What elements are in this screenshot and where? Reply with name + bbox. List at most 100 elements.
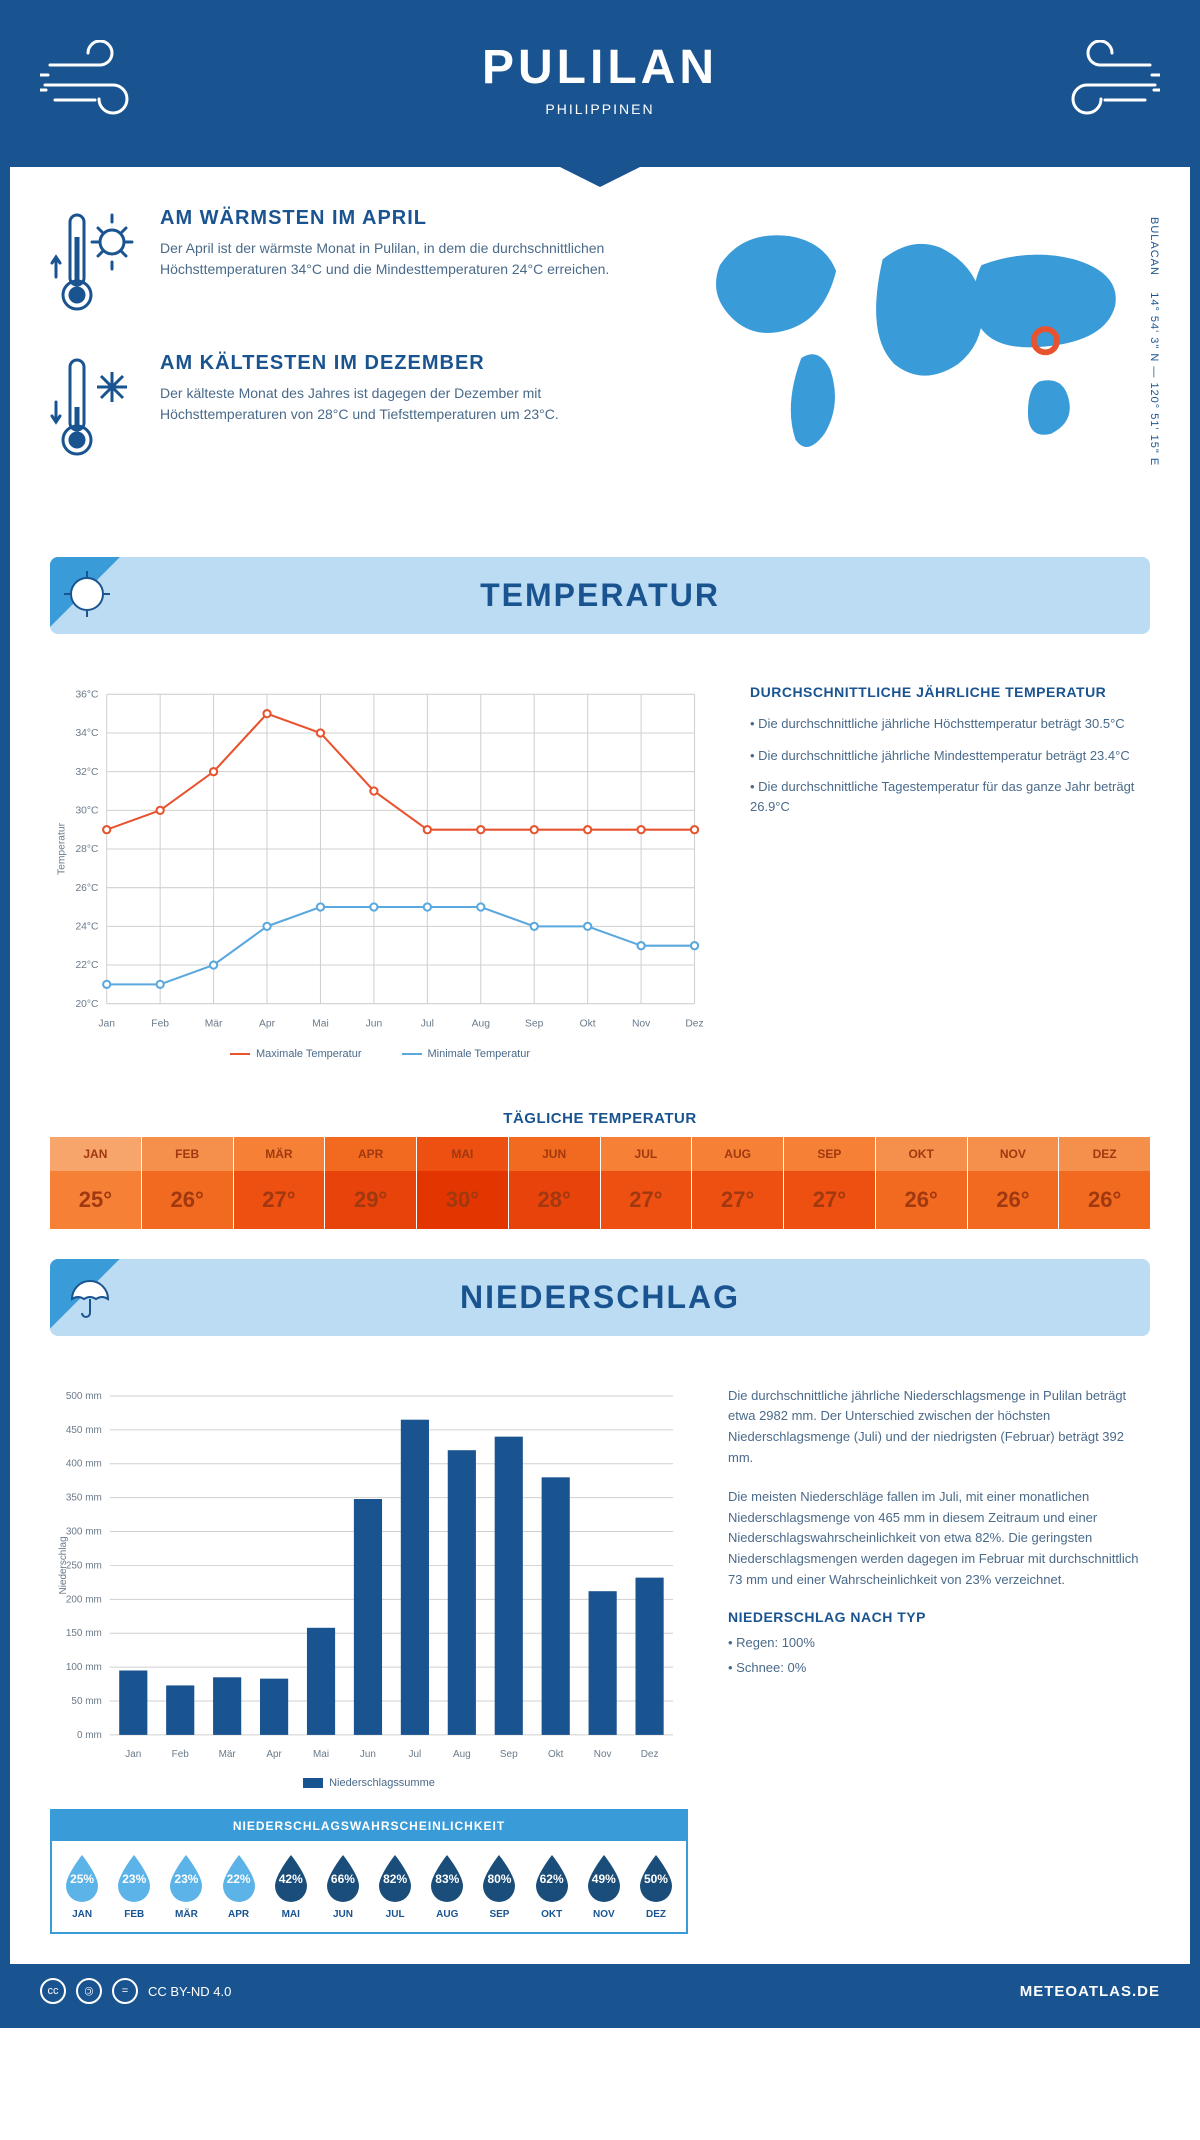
svg-text:24°C: 24°C [75, 921, 99, 932]
temp-info-title: DURCHSCHNITTLICHE JÄHRLICHE TEMPERATUR [750, 684, 1150, 700]
svg-text:Nov: Nov [632, 1018, 651, 1029]
daily-temp-col: JAN25° [50, 1137, 142, 1229]
infographic-page: PULILAN PHILIPPINEN AM WÄRMSTEN IM APRIL… [0, 0, 1200, 2028]
temperature-section-header: TEMPERATUR [50, 557, 1150, 634]
header-band: PULILAN PHILIPPINEN [10, 10, 1190, 167]
svg-text:Apr: Apr [259, 1018, 276, 1029]
daily-temp-col: DEZ26° [1059, 1137, 1150, 1229]
svg-text:0 mm: 0 mm [77, 1730, 102, 1741]
precipitation-probability-box: NIEDERSCHLAGSWAHRSCHEINLICHKEIT 25%JAN 23… [50, 1809, 688, 1934]
svg-text:400 mm: 400 mm [66, 1458, 102, 1469]
daily-temp-col: AUG27° [692, 1137, 784, 1229]
daily-temp-col: SEP27° [784, 1137, 876, 1229]
temp-bullet: • Die durchschnittliche Tagestemperatur … [750, 777, 1150, 816]
coldest-block: AM KÄLTESTEN IM DEZEMBER Der kälteste Mo… [50, 352, 655, 467]
chevron-down-icon [560, 167, 640, 187]
thermometer-sun-icon [50, 207, 140, 322]
svg-text:450 mm: 450 mm [66, 1424, 102, 1435]
footer-band: cc 🄯 = CC BY-ND 4.0 METEOATLAS.DE [10, 1964, 1190, 2018]
sun-icon [62, 569, 112, 624]
svg-text:350 mm: 350 mm [66, 1492, 102, 1503]
prob-item: 82%JUL [371, 1853, 419, 1920]
temperature-line-chart: 20°C22°C24°C26°C28°C30°C32°C34°C36°CJanF… [50, 684, 710, 1060]
svg-text:250 mm: 250 mm [66, 1560, 102, 1571]
svg-text:Temperatur: Temperatur [56, 822, 67, 875]
svg-text:Mär: Mär [205, 1018, 223, 1029]
svg-text:Okt: Okt [548, 1748, 564, 1759]
svg-text:34°C: 34°C [75, 728, 99, 739]
daily-temp-table: JAN25°FEB26°MÄR27°APR29°MAI30°JUN28°JUL2… [50, 1137, 1150, 1229]
precip-type-title: NIEDERSCHLAG NACH TYP [728, 1609, 1150, 1625]
svg-text:150 mm: 150 mm [66, 1628, 102, 1639]
svg-text:Aug: Aug [453, 1748, 471, 1759]
svg-text:Apr: Apr [266, 1748, 282, 1759]
prob-item: 83%AUG [423, 1853, 471, 1920]
umbrella-icon [62, 1271, 112, 1326]
prob-item: 22%APR [215, 1853, 263, 1920]
prob-item: 25%JAN [58, 1853, 106, 1920]
prob-item: 42%MAI [267, 1853, 315, 1920]
legend-max: Maximale Temperatur [230, 1048, 362, 1060]
temperature-title: TEMPERATUR [80, 577, 1120, 614]
svg-text:Mär: Mär [219, 1748, 237, 1759]
intro-section: AM WÄRMSTEN IM APRIL Der April ist der w… [10, 167, 1190, 537]
site-label: METEOATLAS.DE [1020, 1983, 1160, 2000]
coldest-title: AM KÄLTESTEN IM DEZEMBER [160, 352, 655, 375]
svg-text:30°C: 30°C [75, 805, 99, 816]
precipitation-section-header: NIEDERSCHLAG [50, 1259, 1150, 1336]
daily-temp-col: FEB26° [142, 1137, 234, 1229]
svg-text:Nov: Nov [594, 1748, 612, 1759]
coordinates-label: BULACAN 14° 54' 3" N — 120° 51' 15" E [1148, 217, 1160, 466]
temp-bullet: • Die durchschnittliche jährliche Mindes… [750, 746, 1150, 766]
prob-item: 23%MÄR [162, 1853, 210, 1920]
daily-temp-col: OKT26° [876, 1137, 968, 1229]
svg-text:50 mm: 50 mm [71, 1696, 101, 1707]
prob-item: 66%JUN [319, 1853, 367, 1920]
svg-text:200 mm: 200 mm [66, 1594, 102, 1605]
cc-icon: cc [40, 1978, 66, 2004]
page-subtitle: PHILIPPINEN [50, 101, 1150, 117]
prob-title: NIEDERSCHLAGSWAHRSCHEINLICHKEIT [52, 1811, 686, 1841]
svg-text:Mai: Mai [312, 1018, 329, 1029]
svg-text:Sep: Sep [500, 1748, 518, 1759]
precip-type-bullet: • Schnee: 0% [728, 1658, 1150, 1679]
svg-text:Sep: Sep [525, 1018, 544, 1029]
precipitation-title: NIEDERSCHLAG [80, 1279, 1120, 1316]
daily-temp-col: APR29° [325, 1137, 417, 1229]
svg-text:22°C: 22°C [75, 960, 99, 971]
prob-item: 80%SEP [475, 1853, 523, 1920]
coldest-text: Der kälteste Monat des Jahres ist dagege… [160, 383, 655, 425]
prob-item: 62%OKT [528, 1853, 576, 1920]
nd-icon: = [112, 1978, 138, 2004]
daily-temp-col: MAI30° [417, 1137, 509, 1229]
svg-text:Jun: Jun [360, 1748, 376, 1759]
svg-text:32°C: 32°C [75, 767, 99, 778]
warmest-text: Der April ist der wärmste Monat in Pulil… [160, 238, 655, 280]
legend-min: Minimale Temperatur [402, 1048, 531, 1060]
svg-text:Jun: Jun [366, 1018, 383, 1029]
temp-bullet: • Die durchschnittliche jährliche Höchst… [750, 714, 1150, 734]
daily-temp-title: TÄGLICHE TEMPERATUR [10, 1110, 1190, 1127]
daily-temp-col: JUN28° [509, 1137, 601, 1229]
svg-text:Feb: Feb [172, 1748, 190, 1759]
page-title: PULILAN [50, 40, 1150, 95]
license-label: CC BY-ND 4.0 [148, 1984, 231, 1999]
svg-text:Dez: Dez [685, 1018, 703, 1029]
daily-temp-col: MÄR27° [234, 1137, 326, 1229]
svg-text:Jul: Jul [421, 1018, 434, 1029]
daily-temp-col: NOV26° [968, 1137, 1060, 1229]
svg-text:Aug: Aug [472, 1018, 491, 1029]
world-map-icon [685, 207, 1150, 463]
svg-text:Feb: Feb [151, 1018, 169, 1029]
precipitation-bar-chart: 0 mm50 mm100 mm150 mm200 mm250 mm300 mm3… [50, 1386, 688, 1765]
prob-item: 50%DEZ [632, 1853, 680, 1920]
svg-text:Jan: Jan [125, 1748, 141, 1759]
thermometer-snow-icon [50, 352, 140, 467]
warmest-title: AM WÄRMSTEN IM APRIL [160, 207, 655, 230]
precip-text-1: Die durchschnittliche jährliche Niedersc… [728, 1386, 1150, 1469]
svg-text:Dez: Dez [641, 1748, 659, 1759]
svg-text:28°C: 28°C [75, 844, 99, 855]
svg-text:300 mm: 300 mm [66, 1526, 102, 1537]
svg-text:36°C: 36°C [75, 689, 99, 700]
legend-precip: Niederschlagssumme [303, 1777, 435, 1789]
